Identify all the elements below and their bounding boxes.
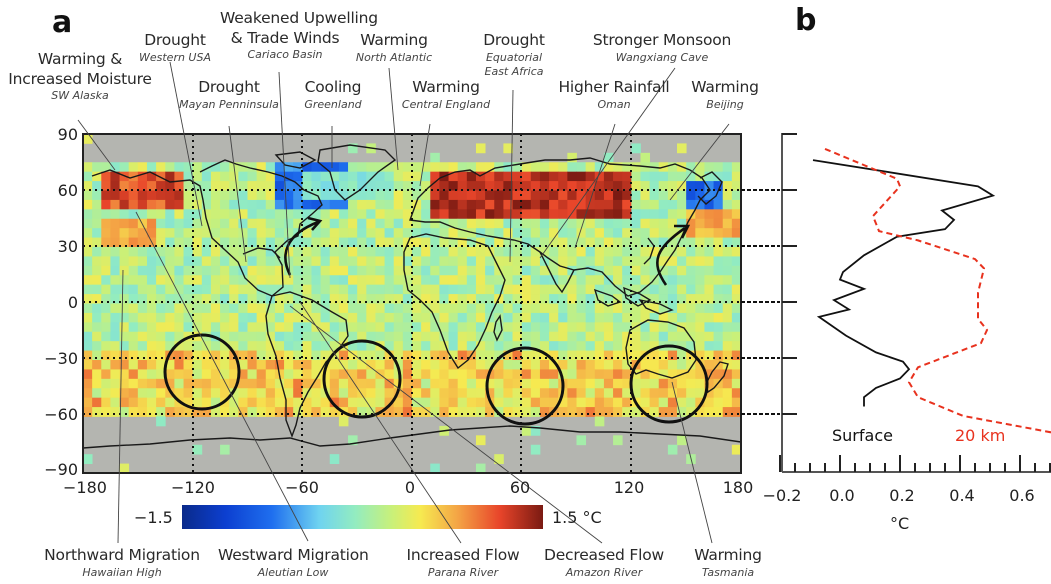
panel-a-letter: a	[52, 5, 73, 40]
x-tick-m60: −60	[285, 478, 319, 497]
profile-axes	[781, 133, 1051, 473]
b-x-tick-0.0: 0.0	[829, 486, 855, 505]
legend-20km: 20 km	[955, 426, 1006, 445]
coastlines	[83, 144, 741, 449]
annotation-hawaiian-high: Northward Migration Hawaiian High	[44, 546, 200, 579]
annotation-aleutian-low: Westward Migration Aleutian Low	[218, 546, 369, 579]
annotation-parana: Increased Flow Parana River	[406, 546, 520, 579]
y-tick-0: 0	[67, 293, 78, 312]
y-tick-m60: −60	[44, 405, 78, 424]
x-tick-120: 120	[613, 478, 645, 497]
legend-surface: Surface	[832, 426, 893, 445]
annotation-central-england: Warming Central England	[401, 78, 491, 111]
circle-australia	[629, 344, 709, 424]
profile-y-ticks	[782, 133, 797, 415]
b-x-axis-label: °C	[890, 514, 910, 533]
x-tick-m120: −120	[171, 478, 215, 497]
highlight-circles	[163, 333, 709, 426]
b-x-tick-0.6: 0.6	[1009, 486, 1035, 505]
annotation-wangxiang: Stronger Monsoon Wangxiang Cave	[592, 31, 732, 64]
20km-series-line	[824, 147, 1051, 434]
colorbar-min-label: −1.5	[134, 508, 173, 527]
b-x-tick-m0.2: −0.2	[762, 486, 802, 505]
kuroshio-arrow	[656, 226, 686, 286]
profile-x-ticks	[779, 455, 1051, 472]
annotation-east-africa: Drought Equatorial East Africa	[483, 31, 545, 78]
anomaly-cells	[83, 134, 741, 473]
x-tick-m180: −180	[63, 478, 107, 497]
annotation-sw-alaska: Warming & Increased Moisture SW Alaska	[8, 50, 152, 102]
annotation-cariaco: Weakened Upwelling & Trade Winds Cariaco…	[220, 9, 378, 61]
annotation-western-usa: Drought Western USA	[138, 31, 211, 64]
annotation-north-atlantic: Warming North Atlantic	[355, 31, 433, 64]
panel-b-letter: b	[795, 3, 817, 38]
b-x-tick-0.2: 0.2	[889, 486, 915, 505]
y-tick-m30: −30	[44, 349, 78, 368]
circle-south-indian	[485, 346, 565, 426]
b-x-tick-0.4: 0.4	[949, 486, 975, 505]
annotation-oman: Higher Rainfall Oman	[558, 78, 670, 111]
x-tick-60: 60	[509, 478, 531, 497]
annotation-amazon: Decreased Flow Amazon River	[543, 546, 665, 579]
annotation-mayan: Drought Mayan Penninsula	[179, 78, 279, 111]
annotation-beijing: Warming Beijing	[691, 78, 759, 111]
y-tick-30: 30	[57, 237, 78, 256]
x-tick-0: 0	[404, 478, 416, 497]
colorbar-max-label: 1.5 °C	[552, 508, 602, 527]
map-frame	[82, 133, 742, 474]
annotation-tasmania: Warming Tasmania	[694, 546, 762, 579]
y-tick-60: 60	[57, 181, 78, 200]
circle-south-atlantic	[322, 339, 402, 419]
colorbar	[182, 505, 543, 529]
y-tick-m90: −90	[44, 460, 78, 479]
circle-south-pacific	[163, 333, 241, 411]
x-tick-180: 180	[722, 478, 754, 497]
surface-series-line	[812, 159, 996, 407]
y-tick-90: 90	[57, 125, 78, 144]
annotation-greenland: Cooling Greenland	[304, 78, 362, 111]
